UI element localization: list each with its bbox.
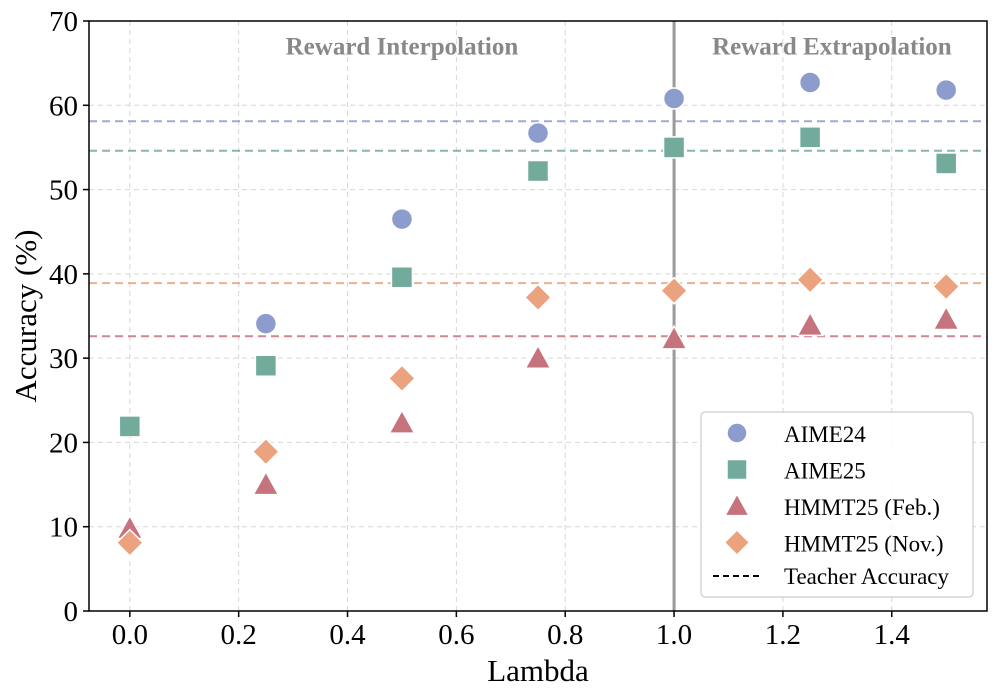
data-point (387, 364, 417, 393)
data-point (662, 136, 686, 159)
region-label-extrapolation: Reward Extrapolation (712, 33, 952, 60)
y-tick-label: 40 (49, 259, 78, 291)
legend: AIME24 AIME25 HMMT25 (Feb.) HMMT25 (Nov.) T… (700, 411, 974, 598)
legend-label: HMMT25 (Nov.) (784, 532, 944, 557)
y-tick-label: 20 (49, 427, 78, 459)
legend-marker (726, 458, 748, 481)
data-point (526, 159, 550, 183)
data-point (390, 207, 414, 231)
y-tick-label: 10 (49, 512, 78, 544)
data-point (660, 324, 688, 350)
data-point (796, 311, 824, 337)
data-point (115, 528, 145, 557)
legend-label: AIME24 (784, 422, 866, 447)
legend-label: HMMT25 (Feb.) (784, 495, 940, 520)
x-tick-label: 0.6 (438, 619, 474, 651)
x-tick-label: 0.2 (221, 619, 257, 651)
teacher-lines (89, 120, 987, 338)
x-tick-label: 0.4 (329, 619, 366, 651)
region-label-interpolation: Reward Interpolation (286, 33, 519, 60)
data-point (931, 272, 961, 301)
data-point (254, 312, 278, 335)
data-point (251, 437, 281, 466)
data-point (934, 78, 958, 102)
x-tick-label: 1.2 (765, 619, 801, 651)
data-point (932, 305, 961, 331)
data-point (659, 276, 689, 305)
y-tick-label: 0 (64, 596, 79, 628)
legend-box (700, 411, 974, 598)
legend-label-teacher: Teacher Accuracy (784, 564, 950, 589)
data-point (798, 71, 822, 94)
y-axis-label: Accuracy (%) (8, 230, 43, 403)
x-tick-label: 0.0 (112, 619, 148, 651)
x-tick-label: 1.0 (656, 619, 692, 651)
data-point (524, 343, 552, 369)
y-tick-label: 70 (49, 6, 78, 38)
y-axis-ticks: 0 10 20 30 40 50 60 70 (49, 6, 89, 628)
data-point (252, 470, 280, 496)
data-point (795, 265, 825, 294)
legend-marker (723, 528, 751, 557)
data-point (798, 126, 822, 149)
x-tick-label: 1.4 (874, 619, 911, 651)
data-point (526, 121, 550, 145)
legend-marker (726, 422, 748, 444)
legend-label: AIME25 (784, 459, 866, 484)
y-tick-label: 30 (49, 343, 78, 375)
data-point (118, 415, 142, 438)
plot-frame (88, 20, 988, 612)
data-point (390, 265, 414, 289)
y-tick-label: 50 (49, 175, 78, 207)
x-tick-label: 0.8 (547, 619, 583, 651)
y-tick-label: 60 (49, 90, 78, 122)
x-axis-label: Lambda (487, 653, 589, 688)
x-axis-ticks: 0.0 0.2 0.4 0.6 0.8 1.0 1.2 1.4 (112, 611, 911, 651)
data-point (388, 408, 416, 434)
data-point (254, 354, 278, 377)
legend-marker (723, 492, 751, 517)
data-point (934, 152, 958, 175)
data-point (662, 87, 686, 110)
data-points (115, 71, 961, 557)
data-point (523, 283, 553, 312)
